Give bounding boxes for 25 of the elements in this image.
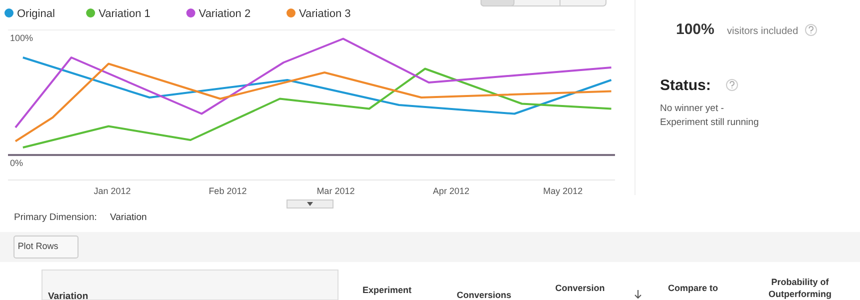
text: Status: xyxy=(660,77,711,94)
x-tick-label: Apr 2012 xyxy=(432,186,470,196)
x-tick-label: Jan 2012 xyxy=(94,186,131,196)
y-tick-label: 0% xyxy=(10,158,24,168)
text: visitors included xyxy=(727,26,798,37)
text: Conversion xyxy=(555,283,605,293)
text: Probability of xyxy=(771,277,830,287)
text: Conversions xyxy=(456,290,512,300)
legend-label: Variation 1 xyxy=(98,8,150,20)
x-tick-label: Feb 2012 xyxy=(208,186,247,196)
text: Experiment xyxy=(362,285,412,295)
legend-label: Original xyxy=(17,8,55,20)
text: Outperforming xyxy=(768,289,832,299)
text: Variation xyxy=(110,212,147,223)
legend-label: Variation 3 xyxy=(299,8,351,20)
x-tick-label: Mar 2012 xyxy=(316,186,355,196)
text: Variation xyxy=(48,291,88,300)
legend-label: Variation 2 xyxy=(198,8,251,20)
text: Compare to xyxy=(668,283,718,293)
text: Primary Dimension: xyxy=(14,212,97,223)
x-tick-label: May 2012 xyxy=(543,186,583,196)
text: No winner yet - xyxy=(660,103,724,114)
text: Plot Rows xyxy=(18,241,59,251)
text: 100% xyxy=(676,21,714,38)
text: Experiment still running xyxy=(660,117,759,128)
